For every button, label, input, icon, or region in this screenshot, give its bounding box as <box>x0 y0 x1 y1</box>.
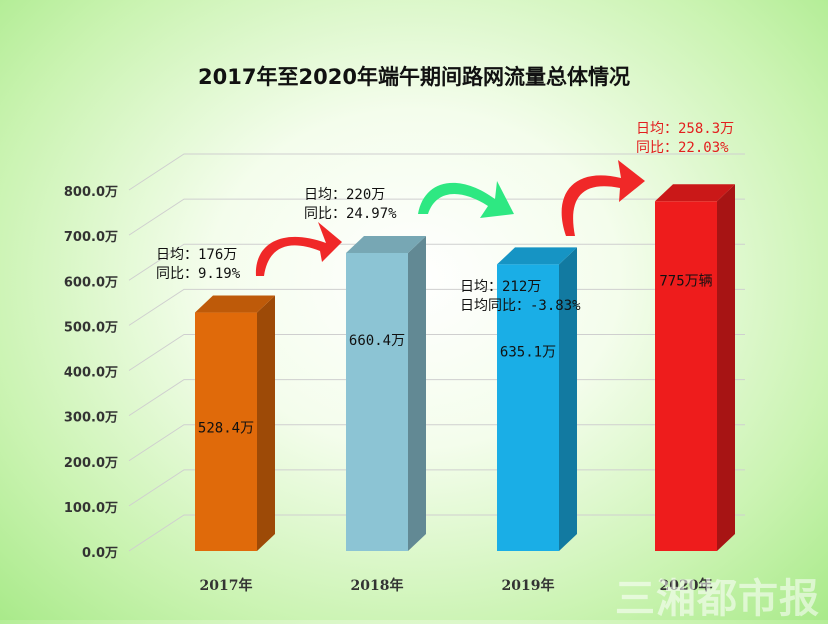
annotation-text: 日均：176万 <box>156 247 237 263</box>
y-tick-label: 100.0万 <box>64 501 118 516</box>
annotation-text: 日均：258.3万 <box>636 121 734 137</box>
arrow-2018-2019 <box>418 181 514 218</box>
annotation-text: 同比：24.97% <box>304 206 397 222</box>
gridline <box>128 153 745 191</box>
x-tick-label: 2017年 <box>200 577 253 594</box>
y-tick-label: 600.0万 <box>64 275 118 290</box>
bar-value-label: 660.4万 <box>349 333 405 349</box>
bar-top <box>346 235 426 253</box>
bar-value-label: 635.1万 <box>500 344 556 360</box>
gridline <box>128 198 745 236</box>
annotation-text: 日均同比：-3.83% <box>460 298 581 314</box>
annotation-text: 日均：220万 <box>304 187 385 203</box>
bar-side <box>717 184 735 551</box>
x-tick-label: 2020年 <box>660 577 713 594</box>
annotation-text: 同比：9.19% <box>156 266 241 282</box>
grid-lines: 0.0万 100.0万 200.0万 300.0万 400.0万 500.0万 600.0万… <box>64 153 745 561</box>
x-tick-label: 2019年 <box>502 577 555 594</box>
bar-value-label: 528.4万 <box>198 421 254 437</box>
bar-top <box>195 295 275 313</box>
bar-top <box>497 247 577 265</box>
bars <box>195 184 735 551</box>
gridline <box>128 243 745 281</box>
bar <box>195 312 257 551</box>
bar-value-label: 775万辆 <box>659 273 712 289</box>
bar-side <box>559 247 577 551</box>
bar-side <box>257 295 275 551</box>
y-tick-label: 200.0万 <box>64 456 118 471</box>
bar-side <box>408 235 426 551</box>
chart-title: 2017年至2020年端午期间路网流量总体情况 <box>198 65 630 89</box>
bar <box>655 201 717 551</box>
watermark-text: 三湘都市报 <box>615 576 820 622</box>
y-tick-label: 500.0万 <box>64 320 118 335</box>
y-tick-label: 400.0万 <box>64 366 118 381</box>
annotation-text: 日均：212万 <box>460 279 541 295</box>
y-tick-label: 0.0万 <box>82 546 118 561</box>
y-tick-label: 800.0万 <box>64 185 118 200</box>
labels: 528.4万 2017年 660.4万 2018年 635.1万 2019年 775万辆 20… <box>156 121 734 594</box>
arrow-2017-2018 <box>255 222 342 276</box>
bar-top <box>655 184 735 202</box>
bar <box>346 252 408 551</box>
arrow-2019-2020 <box>561 160 645 236</box>
annotation-text: 同比：22.03% <box>636 140 729 156</box>
x-tick-label: 2018年 <box>351 577 404 594</box>
y-tick-label: 700.0万 <box>64 230 118 245</box>
y-tick-label: 300.0万 <box>64 411 118 426</box>
arrows <box>255 160 645 276</box>
bar <box>497 264 559 551</box>
